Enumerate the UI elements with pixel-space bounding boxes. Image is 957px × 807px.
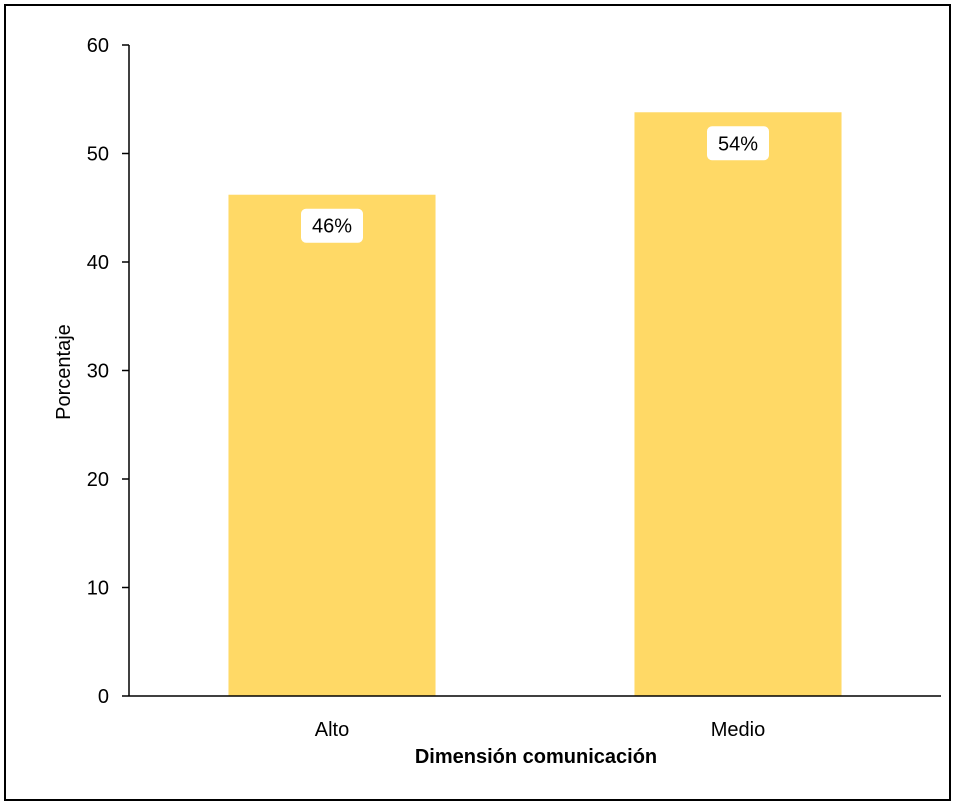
bar-alto [228, 194, 436, 697]
y-axis-label: Porcentaje [53, 324, 75, 420]
data-label: 46% [312, 216, 352, 238]
y-tick-label: 30 [87, 361, 109, 383]
y-tick-label: 0 [98, 686, 109, 708]
x-axis-label: Dimensión comunicación [415, 746, 657, 768]
x-tick-label: Medio [711, 719, 765, 741]
y-tick-label: 60 [87, 35, 109, 57]
x-axis: Alto Medio [129, 695, 941, 741]
x-tick-label: Alto [315, 719, 349, 741]
y-tick-label: 10 [87, 578, 109, 600]
y-axis: 0 10 20 30 40 50 60 [87, 35, 130, 708]
data-label: 54% [718, 133, 758, 155]
y-tick-label: 50 [87, 144, 109, 166]
y-tick-label: 40 [87, 252, 109, 274]
data-label-box [707, 126, 769, 161]
data-label-box [301, 208, 363, 243]
y-tick-label: 20 [87, 469, 109, 491]
bars-group: 46% 54% [228, 112, 842, 697]
bar-medio [634, 112, 842, 696]
